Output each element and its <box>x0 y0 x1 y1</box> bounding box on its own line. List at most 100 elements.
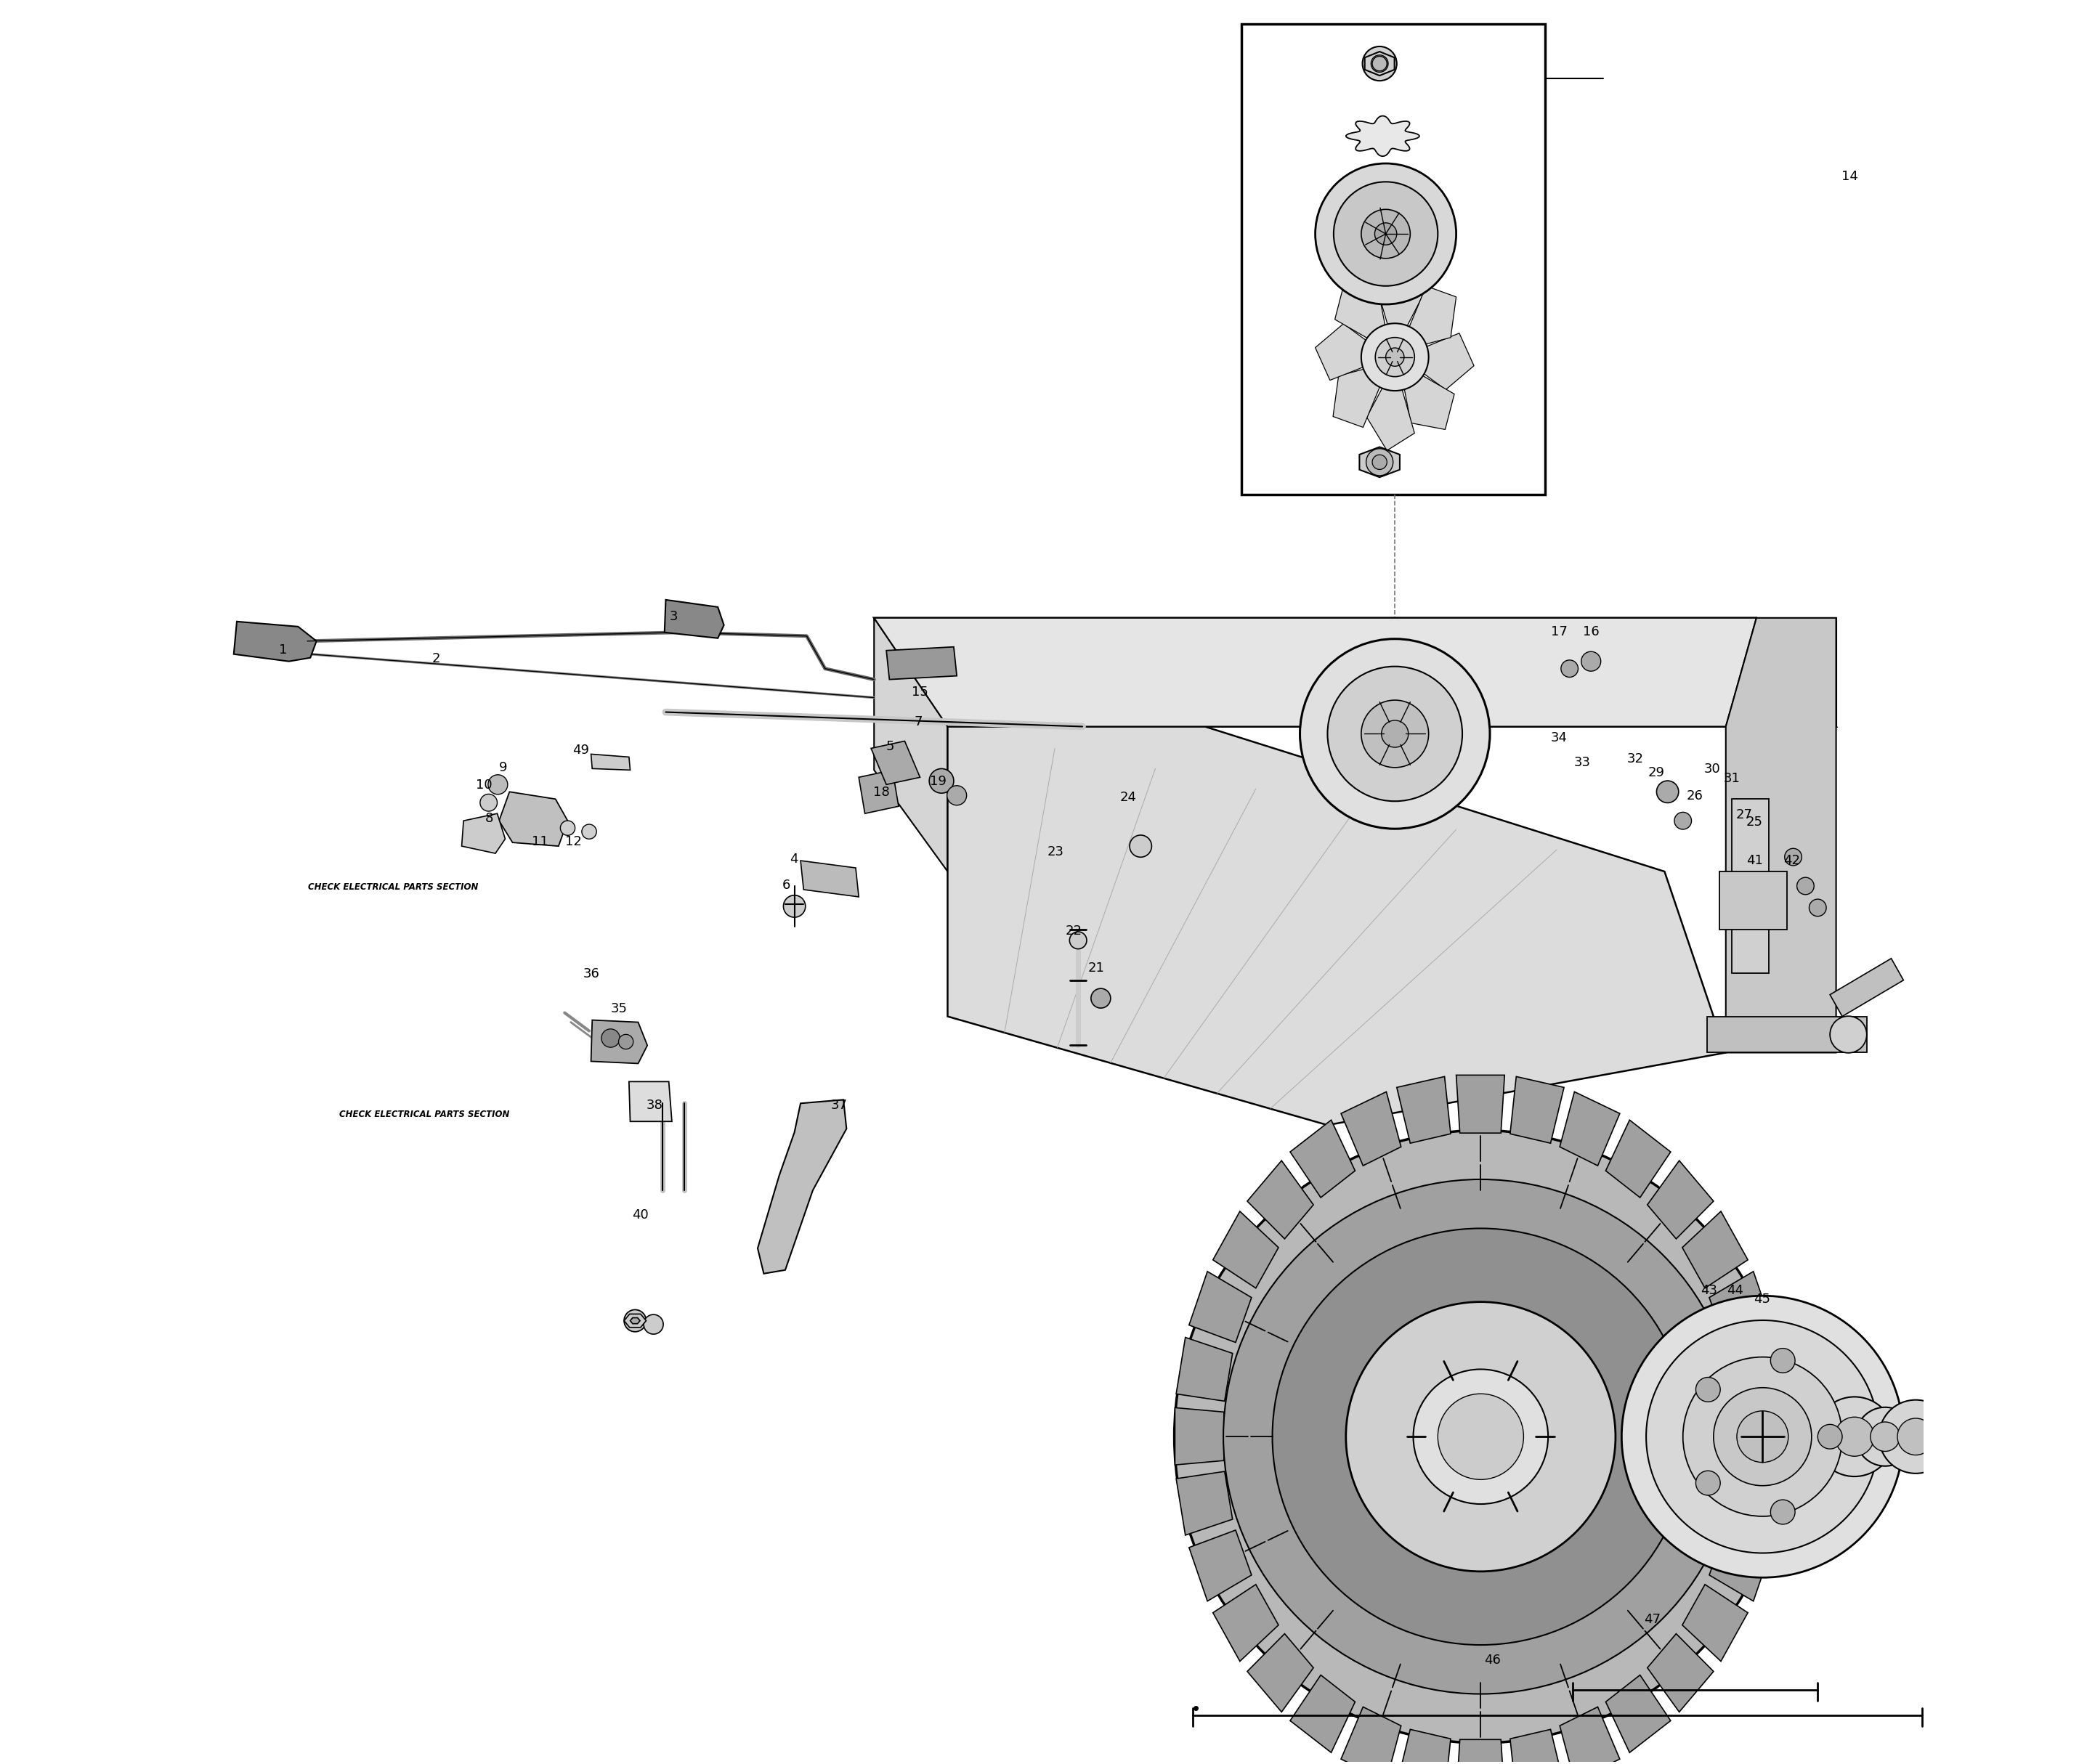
Text: 37: 37 <box>831 1099 847 1111</box>
Circle shape <box>1674 811 1690 829</box>
Circle shape <box>1878 1401 1953 1473</box>
Circle shape <box>1816 1397 1895 1476</box>
Circle shape <box>1361 700 1430 767</box>
Polygon shape <box>1213 1212 1279 1288</box>
Polygon shape <box>1177 1471 1233 1535</box>
Polygon shape <box>1511 1076 1563 1143</box>
Bar <box>1242 23 1544 494</box>
Text: 41: 41 <box>1747 854 1764 868</box>
Text: 27: 27 <box>1736 808 1753 822</box>
Text: 25: 25 <box>1747 815 1764 829</box>
Circle shape <box>1334 182 1438 286</box>
Polygon shape <box>1342 1092 1400 1166</box>
Circle shape <box>618 1034 632 1050</box>
Circle shape <box>480 794 497 811</box>
Polygon shape <box>874 617 1837 727</box>
Text: 43: 43 <box>1701 1284 1718 1297</box>
Polygon shape <box>1248 1161 1313 1238</box>
Polygon shape <box>1682 1212 1747 1288</box>
Text: CHECK ELECTRICAL PARTS SECTION: CHECK ELECTRICAL PARTS SECTION <box>340 1110 509 1118</box>
Text: 9: 9 <box>499 760 507 774</box>
Circle shape <box>1622 1297 1903 1577</box>
Text: 6: 6 <box>783 878 791 893</box>
Text: 3: 3 <box>670 610 678 623</box>
Circle shape <box>1797 877 1814 894</box>
Polygon shape <box>1359 446 1400 478</box>
Text: 36: 36 <box>582 967 599 981</box>
Polygon shape <box>1190 1529 1252 1602</box>
Circle shape <box>1361 323 1430 392</box>
Polygon shape <box>874 617 947 871</box>
Polygon shape <box>1400 333 1473 390</box>
Polygon shape <box>1559 1708 1620 1764</box>
Text: 5: 5 <box>887 739 895 753</box>
Circle shape <box>929 769 954 794</box>
Polygon shape <box>1190 1272 1252 1342</box>
Polygon shape <box>1720 871 1786 930</box>
Text: 7: 7 <box>914 716 922 729</box>
Polygon shape <box>870 741 920 785</box>
Polygon shape <box>1177 1337 1233 1401</box>
Text: 32: 32 <box>1626 751 1642 766</box>
Circle shape <box>1300 639 1490 829</box>
Circle shape <box>947 785 966 804</box>
Text: 33: 33 <box>1574 755 1590 769</box>
Circle shape <box>1582 651 1601 670</box>
Polygon shape <box>1736 1408 1786 1464</box>
Polygon shape <box>1709 1272 1772 1342</box>
Circle shape <box>1223 1180 1738 1693</box>
Text: 8: 8 <box>484 811 493 826</box>
Text: 4: 4 <box>789 852 797 866</box>
Text: 1: 1 <box>280 644 288 656</box>
Circle shape <box>1069 931 1087 949</box>
Polygon shape <box>1334 362 1390 427</box>
Circle shape <box>1175 1131 1786 1743</box>
Circle shape <box>1092 988 1110 1007</box>
Polygon shape <box>1315 325 1388 381</box>
Polygon shape <box>664 600 724 639</box>
Circle shape <box>1386 348 1405 367</box>
Polygon shape <box>1290 1120 1354 1198</box>
Circle shape <box>1784 848 1801 866</box>
Circle shape <box>1897 1418 1935 1455</box>
Text: 19: 19 <box>929 774 945 789</box>
Polygon shape <box>591 1020 647 1064</box>
Polygon shape <box>801 861 858 896</box>
Polygon shape <box>1726 617 1837 1053</box>
Circle shape <box>1346 1302 1615 1572</box>
Polygon shape <box>1396 1076 1450 1143</box>
Circle shape <box>783 896 806 917</box>
Circle shape <box>1361 210 1411 258</box>
Polygon shape <box>1457 1074 1505 1132</box>
Text: 45: 45 <box>1753 1293 1770 1305</box>
Polygon shape <box>1398 362 1455 429</box>
Text: 17: 17 <box>1551 626 1567 639</box>
Circle shape <box>1438 1394 1524 1480</box>
Circle shape <box>643 1314 664 1334</box>
Circle shape <box>624 1309 647 1332</box>
Circle shape <box>601 1028 620 1048</box>
Polygon shape <box>1732 799 1768 974</box>
Polygon shape <box>758 1099 847 1274</box>
Circle shape <box>1682 1357 1843 1517</box>
Polygon shape <box>628 1081 672 1122</box>
Circle shape <box>1809 900 1826 916</box>
Polygon shape <box>1709 1529 1772 1602</box>
Text: 18: 18 <box>872 785 889 799</box>
Circle shape <box>488 774 507 794</box>
Circle shape <box>1273 1228 1688 1646</box>
Circle shape <box>1375 222 1396 245</box>
Polygon shape <box>1457 1739 1505 1764</box>
Polygon shape <box>1367 365 1415 450</box>
Circle shape <box>1129 834 1152 857</box>
Circle shape <box>1855 1408 1914 1466</box>
Circle shape <box>1371 55 1388 72</box>
Polygon shape <box>1398 286 1457 351</box>
Circle shape <box>582 824 597 840</box>
Text: 49: 49 <box>572 743 589 757</box>
Text: 31: 31 <box>1724 771 1741 785</box>
Circle shape <box>1373 455 1388 469</box>
Polygon shape <box>1336 284 1390 351</box>
Circle shape <box>1770 1499 1795 1524</box>
Text: 26: 26 <box>1686 789 1703 803</box>
